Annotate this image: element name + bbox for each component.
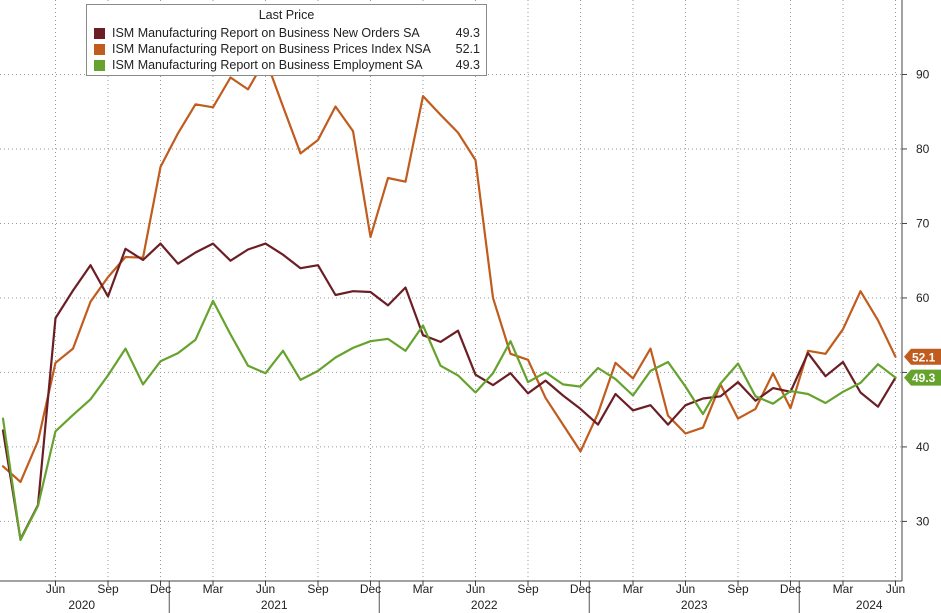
badge-shape xyxy=(904,369,941,386)
series-line-prices xyxy=(1,57,897,483)
grid-lines xyxy=(0,0,902,581)
legend-label-prices: ISM Manufacturing Report on Business Pri… xyxy=(112,42,431,56)
x-tick-label: Mar xyxy=(413,582,434,596)
legend-swatch-new-orders xyxy=(94,28,105,39)
last-value-badge: 49.3 xyxy=(904,369,941,386)
x-tick-label: Mar xyxy=(623,582,644,596)
x-tick-label: Jun xyxy=(46,582,65,596)
legend-item-prices: ISM Manufacturing Report on Business Pri… xyxy=(94,42,480,58)
x-tick-label: Sep xyxy=(517,582,539,596)
legend-value-new-orders: 49.3 xyxy=(455,26,480,40)
y-tick-label: 80 xyxy=(916,142,930,156)
x-axis-labels: Jun Sep Dec Mar Jun Sep Dec Mar Jun Sep Dec Mar Jun S… xyxy=(46,582,905,612)
x-tick-label: Dec xyxy=(780,582,801,596)
series-line-employment xyxy=(1,299,897,542)
axes xyxy=(0,0,907,613)
x-tick-label: Jun xyxy=(886,582,905,596)
x-tick-label: Mar xyxy=(203,582,224,596)
legend-item-employment: ISM Manufacturing Report on Business Emp… xyxy=(94,58,480,74)
badge-label: 49.3 xyxy=(912,371,936,385)
badge-label: 52.1 xyxy=(912,350,936,364)
x-year-label: 2021 xyxy=(261,598,288,612)
y-tick-label: 30 xyxy=(916,514,930,528)
legend-label-employment: ISM Manufacturing Report on Business Emp… xyxy=(112,58,423,72)
x-year-label: 2022 xyxy=(471,598,498,612)
legend-swatch-employment xyxy=(94,60,105,71)
x-tick-label: Sep xyxy=(97,582,119,596)
legend-value-employment: 49.3 xyxy=(455,58,480,72)
x-tick-label: Dec xyxy=(150,582,171,596)
y-tick-label: 60 xyxy=(916,291,930,305)
x-tick-label: Jun xyxy=(466,582,485,596)
last-value-badges: 52.1 49.3 xyxy=(904,348,941,386)
x-tick-label: Mar xyxy=(833,582,854,596)
x-tick-label: Jun xyxy=(256,582,275,596)
x-tick-label: Sep xyxy=(307,582,329,596)
series-line-new-orders xyxy=(1,242,897,541)
legend-value-prices: 52.1 xyxy=(455,42,480,56)
legend-label-new-orders: ISM Manufacturing Report on Business New… xyxy=(112,26,420,40)
y-tick-label: 40 xyxy=(916,440,930,454)
badge-shape xyxy=(904,348,941,365)
legend-title: Last Price xyxy=(258,8,315,22)
legend-swatch-prices xyxy=(94,44,105,55)
series-layer xyxy=(1,57,897,542)
legend-item-new-orders: ISM Manufacturing Report on Business New… xyxy=(94,26,480,42)
legend: Last Price ISM Manufacturing Report on B… xyxy=(86,4,487,76)
x-tick-label: Sep xyxy=(727,582,749,596)
y-tick-label: 70 xyxy=(916,216,930,230)
y-axis-labels: 30 40 60 70 80 90 xyxy=(916,67,930,528)
x-year-label: 2024 xyxy=(856,598,883,612)
y-tick-label: 90 xyxy=(916,67,930,81)
x-tick-label: Dec xyxy=(570,582,591,596)
x-tick-label: Jun xyxy=(676,582,695,596)
x-tick-label: Dec xyxy=(360,582,381,596)
last-value-badge: 52.1 xyxy=(904,348,941,365)
x-year-label: 2020 xyxy=(68,598,95,612)
x-year-label: 2023 xyxy=(681,598,708,612)
